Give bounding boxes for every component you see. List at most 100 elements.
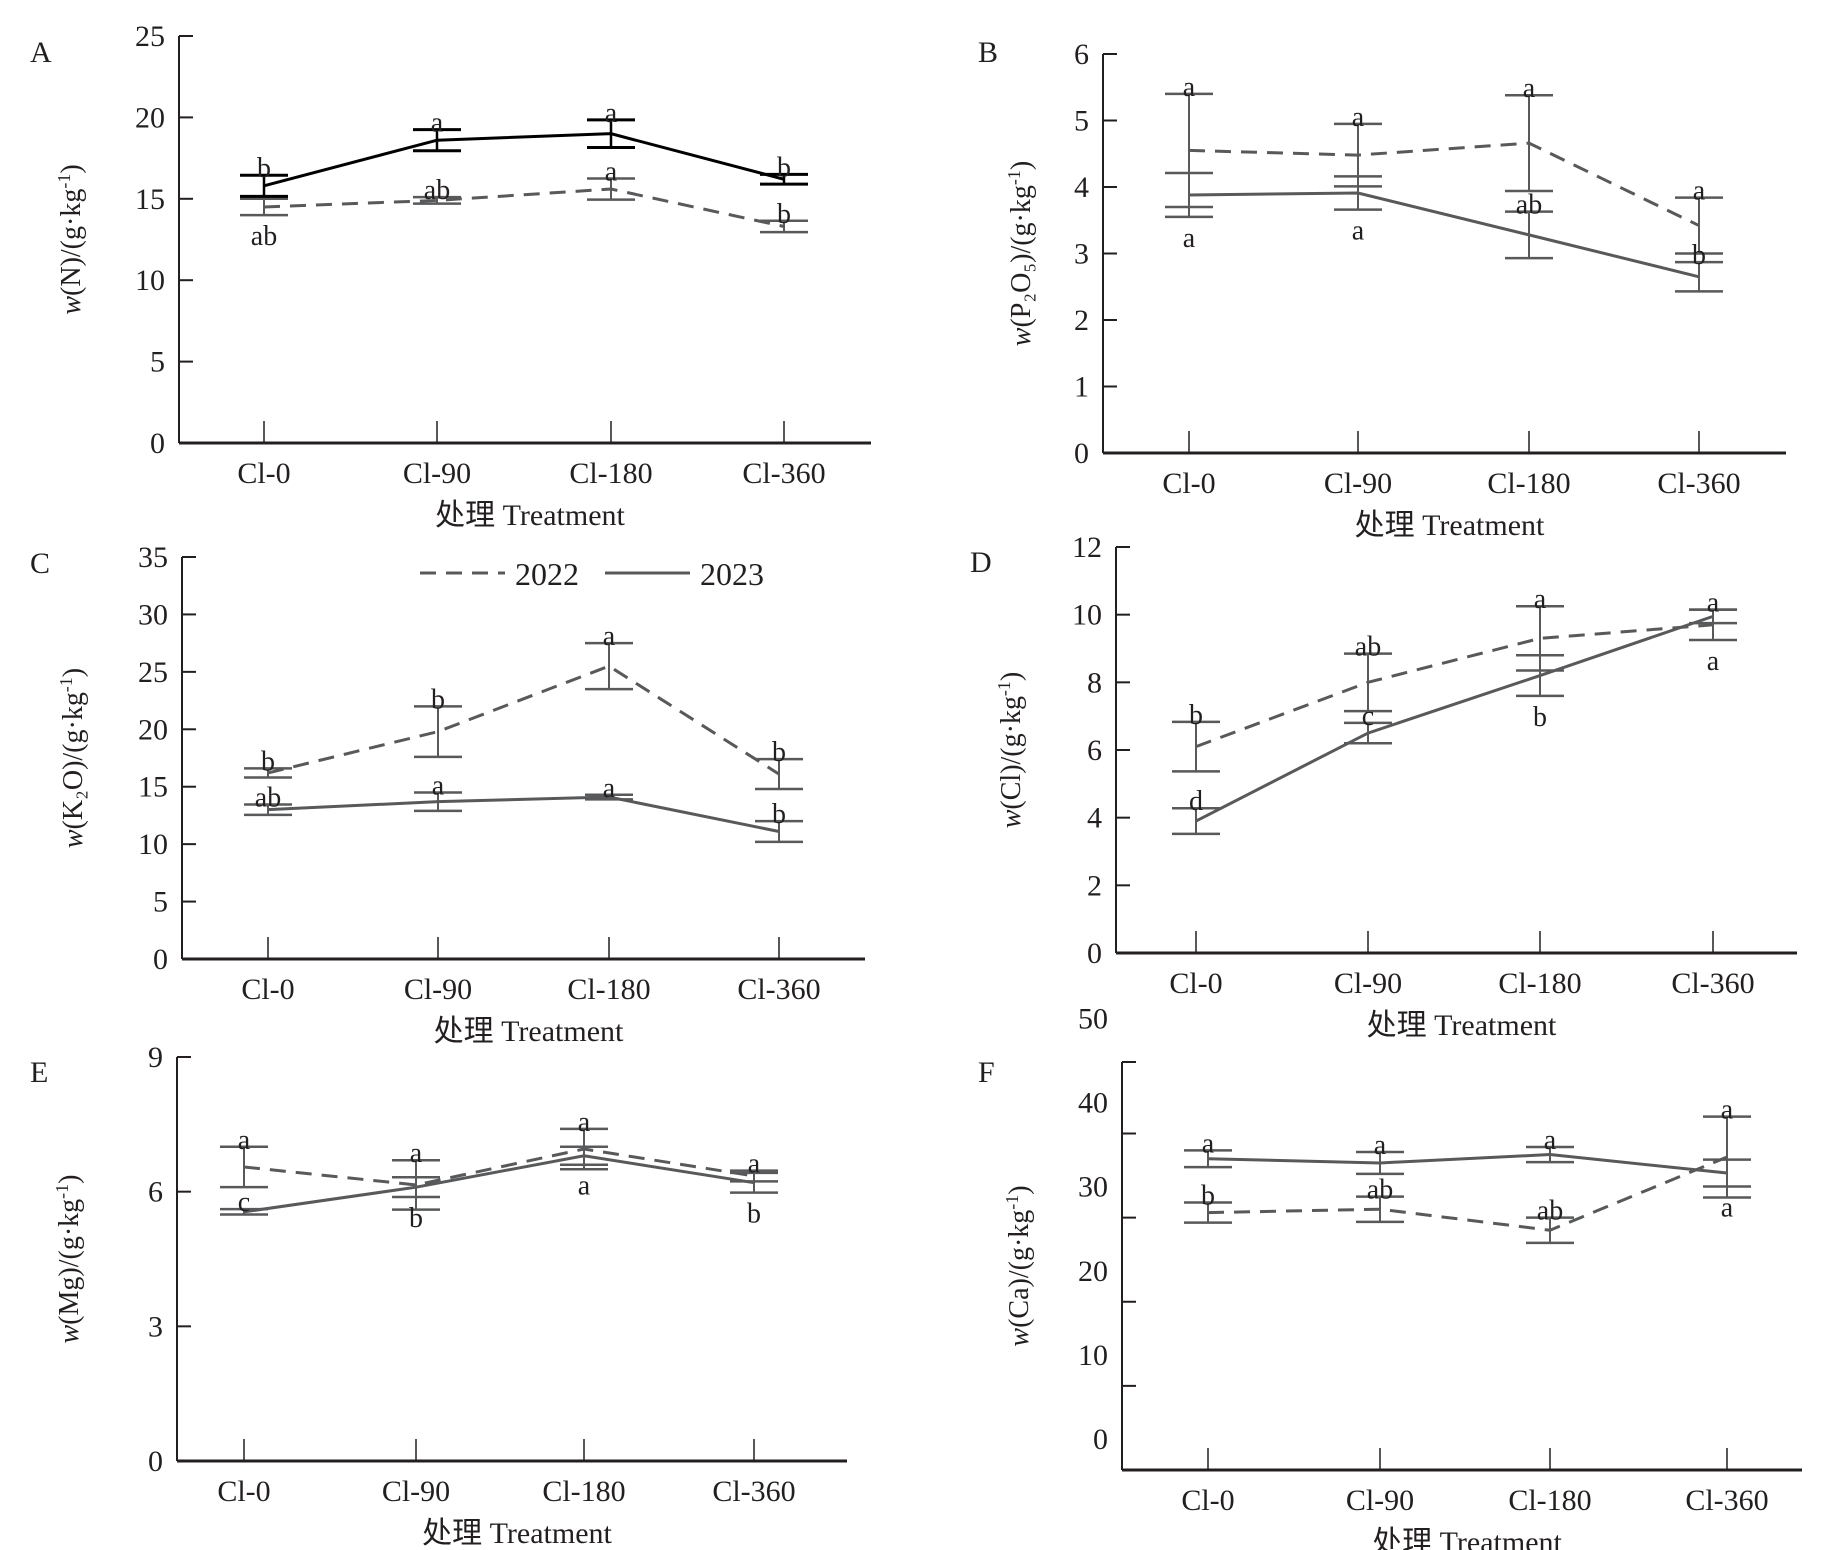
series-2023 [240,118,808,198]
x-axis-title: 处理 Treatment [422,1517,612,1550]
x-tick-label: Cl-180 [1487,467,1570,500]
significance-letter: a [431,108,444,139]
legend-label-2023: 2023 [700,556,764,592]
error-bar [585,641,633,691]
error-bar [1344,652,1392,713]
significance-letter: a [1721,1095,1734,1126]
series-line-2022 [263,187,785,228]
y-tick-label: 25 [135,20,165,53]
panel-letter: B [978,36,998,69]
error-bar [560,1145,608,1166]
significance-letter: a [578,1171,591,1202]
error-bar [585,793,633,801]
y-axis-title: w(N)/(g·kg-1) [54,164,87,314]
y-tick-label: 9 [148,1041,163,1074]
y-tick-label: 10 [1078,1339,1108,1372]
series-2023 [1165,171,1723,293]
y-tick-label: 4 [1074,171,1089,204]
y-tick-label: 5 [153,886,168,919]
panel-b: B 0 1 2 3 4 5 6 Cl-0 Cl-90 Cl-180 Cl-360 处理 Treatmen… [978,36,1786,542]
x-tick-label: Cl-180 [542,1475,625,1508]
series-2022 [1172,604,1737,773]
y-tick-label: 10 [135,264,165,297]
panel-letter: C [30,547,50,580]
x-tick-label: Cl-360 [737,973,820,1006]
y-tick-label: 35 [138,541,168,574]
error-bar [1505,210,1553,260]
x-tick-label: Cl-0 [241,973,294,1006]
significance-letter: ab [1537,1196,1563,1227]
error-bar [1165,171,1213,219]
x-tick-label: Cl-90 [404,973,472,1006]
significance-letter: a [1707,588,1720,619]
significance-letter: b [431,684,445,715]
panel-letter: F [978,1056,995,1089]
error-bar [413,195,461,205]
panel-a: A 0 5 10 15 20 25 Cl-0 Cl-90 Cl-180 Cl-360 处理 Treat… [30,20,871,532]
significance-letter: a [1721,1193,1734,1224]
x-tick-label: Cl-90 [1346,1484,1414,1517]
legend: 2022 2023 [420,556,764,592]
x-tick-label: Cl-360 [1657,467,1740,500]
y-tick-label: 1 [1074,371,1089,404]
significance-letter: a [603,773,616,804]
significance-letter: b [777,152,791,183]
y-tick-label: 2 [1087,869,1102,902]
x-tick-label: Cl-360 [712,1475,795,1508]
error-bar [220,1207,268,1216]
error-bar [413,128,461,153]
y-tick-label: 3 [1074,238,1089,271]
significance-letter: b [409,1203,423,1234]
series-line-2022 [1207,1155,1728,1232]
significance-letter: a [1707,646,1720,677]
x-tick-label: Cl-0 [1181,1484,1234,1517]
y-tick-label: 25 [138,656,168,689]
error-bar [1356,1150,1404,1176]
significance-letter: a [1544,1125,1557,1156]
error-bar [414,705,462,759]
error-bar [1344,721,1392,745]
x-axis-title: 处理 Treatment [1367,1009,1557,1042]
error-bar [760,172,808,186]
y-tick-label: 20 [1078,1255,1108,1288]
x-tick-label: Cl-360 [1671,967,1754,1000]
error-bar [1675,260,1723,293]
x-tick-label: Cl-90 [1334,967,1402,1000]
series-2022 [1165,92,1723,255]
y-tick-label: 15 [138,771,168,804]
series-line-2023 [267,795,780,833]
series-2023 [244,791,803,844]
panel-letter: A [30,36,52,69]
y-tick-label: 6 [1074,38,1089,71]
error-bar [1184,1201,1232,1224]
significance-letter: b [747,1199,761,1230]
series-line-2022 [1195,623,1714,749]
error-bar [1334,175,1382,211]
y-tick-label: 5 [150,346,165,379]
y-tick-label: 40 [1078,1087,1108,1120]
error-bar [1675,196,1723,255]
error-bar [244,767,292,779]
error-bar [755,757,803,791]
series-line-2023 [1207,1153,1728,1175]
x-axis-title: 处理 Treatment [434,1015,624,1048]
series-2022 [220,1127,778,1211]
x-tick-label: Cl-180 [567,973,650,1006]
panel-f: F 0 10 20 30 40 50 Cl-0 Cl-90 Cl-180 Cl-360 处理 Trea… [978,1002,1802,1550]
error-bar [1526,1216,1574,1245]
y-axis-title: w(Cl)/(g·kg-1) [994,672,1027,829]
y-tick-label: 0 [153,943,168,976]
y-tick-label: 50 [1078,1002,1108,1035]
significance-letter: b [1189,700,1203,731]
error-bar [587,177,635,201]
series-line-2022 [243,1147,755,1187]
x-tick-label: Cl-180 [1508,1484,1591,1517]
x-tick-label: Cl-0 [237,457,290,490]
error-bar [1356,1195,1404,1224]
series-2023 [220,1145,778,1216]
significance-letter: a [1202,1128,1215,1159]
error-bar [1689,608,1737,625]
error-bar [1172,806,1220,836]
significance-letter: b [1692,240,1706,271]
panel-letter: E [30,1056,48,1089]
